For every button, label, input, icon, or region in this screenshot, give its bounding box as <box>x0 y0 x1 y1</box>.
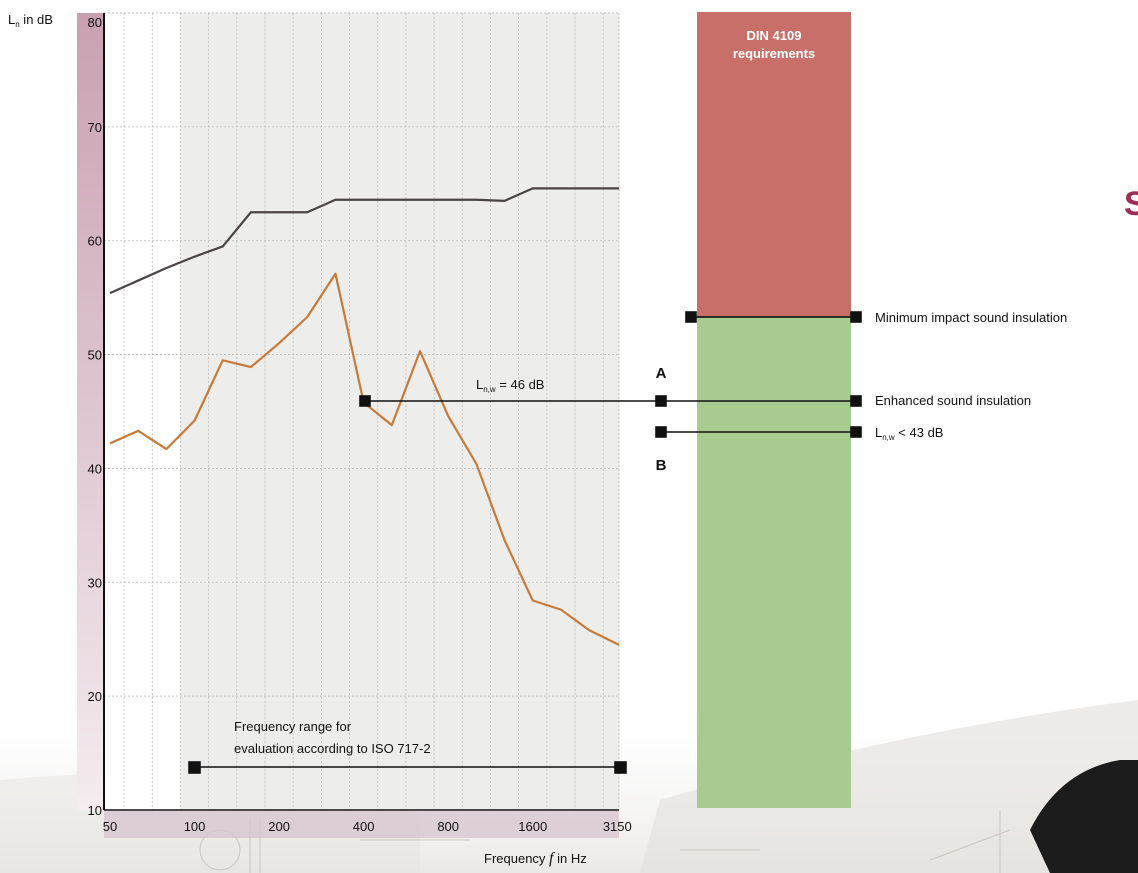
y-tick-label: 60 <box>88 234 102 249</box>
annotation-texts: A B Ln,w = 46 dB Minimum impact sound in… <box>8 12 1138 867</box>
x-tick-label: 400 <box>353 819 375 834</box>
y-tick-label: 30 <box>88 575 102 590</box>
marker-range-end <box>614 761 627 774</box>
plot-bg-left <box>104 13 181 810</box>
din-title-line2: requirements <box>733 46 815 61</box>
x-tick-label: 50 <box>103 819 117 834</box>
y-axis-band <box>77 13 104 810</box>
marker-lnw-start <box>359 395 371 407</box>
label-lt43: Ln,w < 43 dB <box>875 425 943 442</box>
marker-range-start <box>188 761 201 774</box>
marker-lt43 <box>850 426 862 438</box>
y-tick-label: 70 <box>88 120 102 135</box>
label-lnw: Ln,w = 46 dB <box>476 377 544 394</box>
y-axis-label: Ln in dB <box>8 12 53 29</box>
y-tick-label: 20 <box>88 689 102 704</box>
label-minimum: Minimum impact sound insulation <box>875 310 1067 325</box>
series-upper-line <box>109 187 619 295</box>
label-a: A <box>656 365 667 382</box>
y-tick-label: 50 <box>88 348 102 363</box>
x-tick-label: 3150 <box>603 819 632 834</box>
marker-min-right <box>850 311 862 323</box>
label-enhanced: Enhanced sound insulation <box>875 393 1031 408</box>
din-red-zone <box>697 12 851 317</box>
label-freq-range-2: evaluation according to ISO 717-2 <box>234 741 431 756</box>
y-tick-label: 10 <box>88 803 102 818</box>
x-tick-label: 100 <box>184 819 206 834</box>
y-tick-label: 40 <box>88 461 102 476</box>
label-b: B <box>656 457 667 474</box>
x-axis-label: Frequency f in Hz <box>484 850 587 867</box>
y-tick-label: 80 <box>88 15 102 30</box>
din-title-line1: DIN 4109 <box>747 28 802 43</box>
din-4109-panel: DIN 4109 requirements <box>697 12 851 808</box>
marker-min-left <box>685 311 697 323</box>
label-freq-range-1: Frequency range for <box>234 719 352 734</box>
x-tick-label: 1600 <box>518 819 547 834</box>
x-tick-label: 800 <box>437 819 459 834</box>
plot-area: 10 20 30 40 50 60 70 80 50 100 200 400 800 1600 3150 <box>88 12 632 834</box>
din-green-zone <box>697 317 851 808</box>
x-axis-band <box>104 811 619 838</box>
marker-enhanced <box>850 395 862 407</box>
x-tick-label: 200 <box>268 819 290 834</box>
annotation-lines <box>188 311 862 774</box>
evaluation-region <box>180 13 619 810</box>
marker-a <box>655 395 667 407</box>
marker-b <box>655 426 667 438</box>
partial-heading: S <box>1124 185 1138 223</box>
